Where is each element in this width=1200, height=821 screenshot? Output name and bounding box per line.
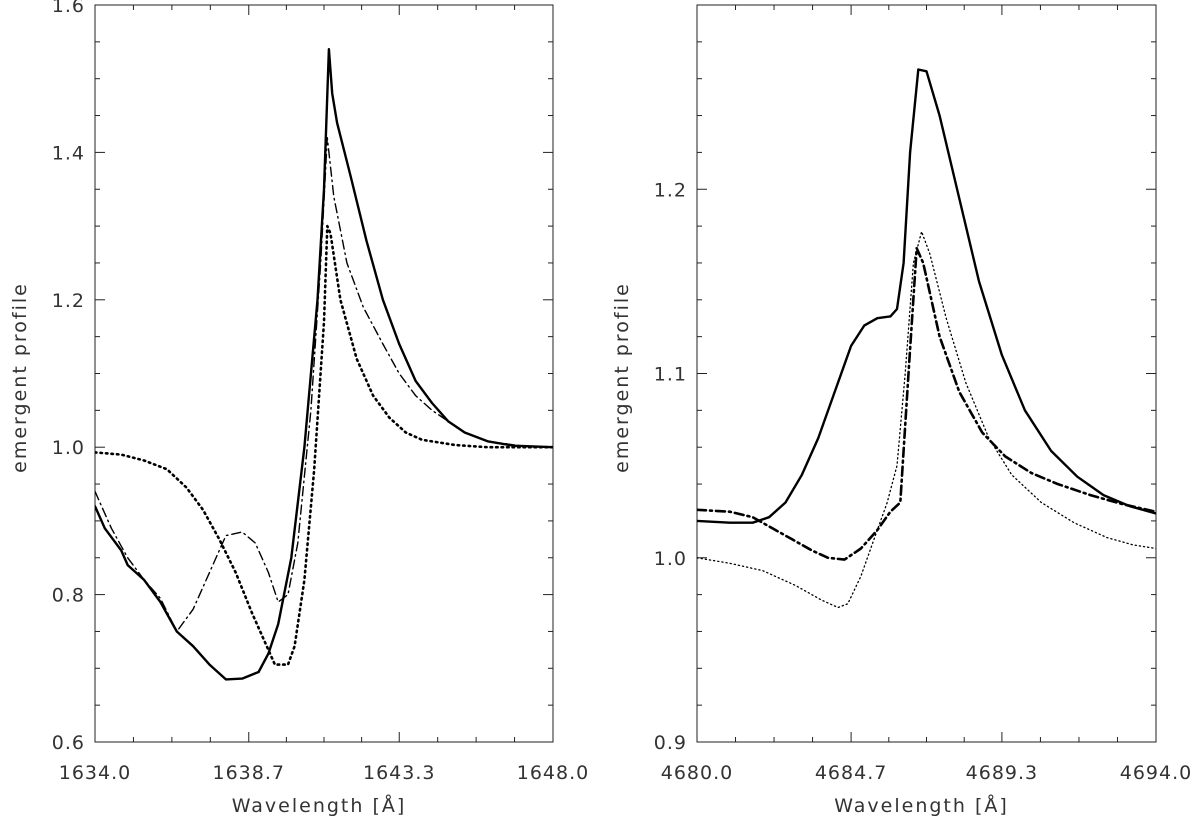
series-line-dotted: [95, 224, 553, 666]
x-tick-label: 1643.3: [363, 762, 435, 784]
right-panel: 4680.0 4684.7 4689.3 4694.0 0.9 1.0 1.1 1.2 Wave…: [611, 4, 1192, 817]
series-line-dash-dot: [95, 137, 553, 633]
y-axis-label: emergent profile: [611, 282, 633, 473]
x-tick-label: 1638.7: [213, 762, 285, 784]
y-tick-label: 1.4: [52, 142, 85, 164]
plot-frame: [696, 4, 1157, 743]
series-line-solid: [697, 68, 1156, 524]
series-line-solid: [95, 48, 553, 681]
y-tick-label: 0.6: [52, 732, 85, 754]
y-tick-label: 1.1: [654, 364, 687, 386]
x-tick-label: 4680.0: [661, 762, 733, 784]
plot-frame: [94, 4, 554, 743]
y-tick-label: 0.8: [52, 585, 85, 607]
y-tick-label: 1.0: [654, 548, 687, 570]
x-tick-label: 4694.0: [1120, 762, 1192, 784]
left-panel: 1634.0 1638.7 1643.3 1648.0 0.6 0.8 1.0 1.2 1.4 1…: [9, 0, 589, 817]
y-tick-label: 0.9: [654, 732, 687, 754]
y-tick-label: 1.6: [52, 0, 85, 17]
y-axis-label: emergent profile: [9, 282, 31, 473]
x-tick-label: 1648.0: [517, 762, 589, 784]
series-line-dash-dot: [697, 246, 1156, 561]
y-tick-label: 1.2: [52, 290, 85, 312]
x-axis-label: Wavelength [Å]: [232, 794, 407, 817]
x-tick-label: 4689.3: [966, 762, 1038, 784]
series-line-dotted: [697, 230, 1156, 609]
x-tick-label: 1634.0: [59, 762, 131, 784]
x-tick-label: 4684.7: [815, 762, 887, 784]
y-tick-label: 1.2: [654, 179, 687, 201]
y-tick-label: 1.0: [52, 437, 85, 459]
x-axis-label: Wavelength [Å]: [834, 794, 1009, 817]
